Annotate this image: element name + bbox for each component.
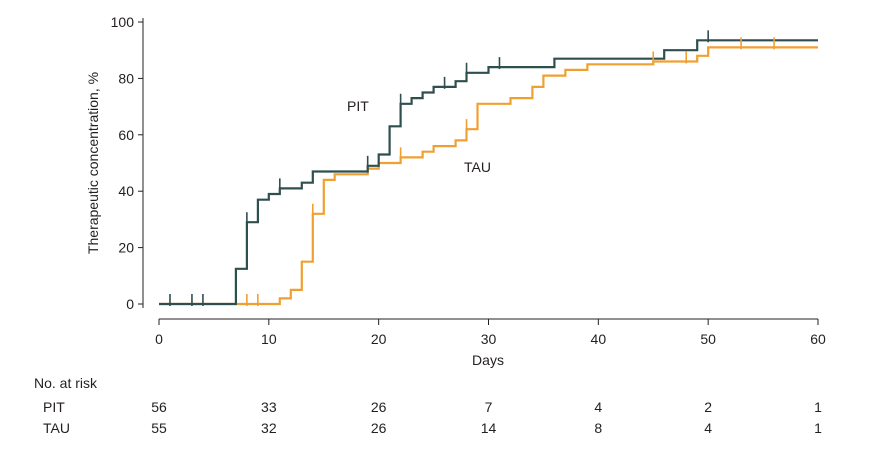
x-tick-label: 20 — [371, 331, 387, 347]
risk-value: 1 — [814, 420, 822, 436]
risk-row-label: PIT — [43, 399, 65, 415]
x-tick-label: 0 — [155, 331, 163, 347]
risk-value: 4 — [704, 420, 712, 436]
series-line-tau — [159, 46, 818, 306]
risk-value: 55 — [151, 420, 167, 436]
x-tick-label: 10 — [261, 331, 277, 347]
x-tick-label: 60 — [810, 331, 826, 347]
tau-label: TAU — [464, 159, 491, 175]
censor-marks — [169, 30, 775, 306]
y-tick-label: 0 — [126, 296, 134, 312]
y-tick-label: 40 — [118, 183, 134, 199]
y-tick-label: 20 — [118, 240, 134, 256]
y-tick-label: 60 — [118, 127, 134, 143]
risk-value: 33 — [261, 399, 277, 415]
x-tick-label: 50 — [700, 331, 716, 347]
risk-value: 32 — [261, 420, 277, 436]
x-axis-title: Days — [472, 352, 504, 368]
pit-label: PIT — [347, 98, 369, 114]
risk-table: No. at risk PIT 56 33 26 7 4 2 1 TAU 55 32 26 14 8 4 1 — [34, 375, 822, 436]
risk-value: 7 — [485, 399, 493, 415]
x-tick-label: 30 — [481, 331, 497, 347]
y-tick-label: 80 — [118, 70, 134, 86]
risk-value: 26 — [371, 399, 387, 415]
risk-value: 1 — [814, 399, 822, 415]
axis-ticks: 0 20 40 60 80 100 0 10 20 30 40 50 60 — [111, 14, 826, 347]
risk-value: 2 — [704, 399, 712, 415]
x-tick-label: 40 — [591, 331, 607, 347]
risk-value: 8 — [594, 420, 602, 436]
risk-value: 56 — [151, 399, 167, 415]
risk-value: 26 — [371, 420, 387, 436]
risk-value: 14 — [481, 420, 497, 436]
risk-row-label: TAU — [43, 420, 70, 436]
y-axis-title: Therapeutic concentration, % — [85, 72, 101, 254]
risk-table-title: No. at risk — [34, 375, 98, 391]
risk-value: 4 — [594, 399, 602, 415]
y-tick-label: 100 — [111, 14, 135, 30]
